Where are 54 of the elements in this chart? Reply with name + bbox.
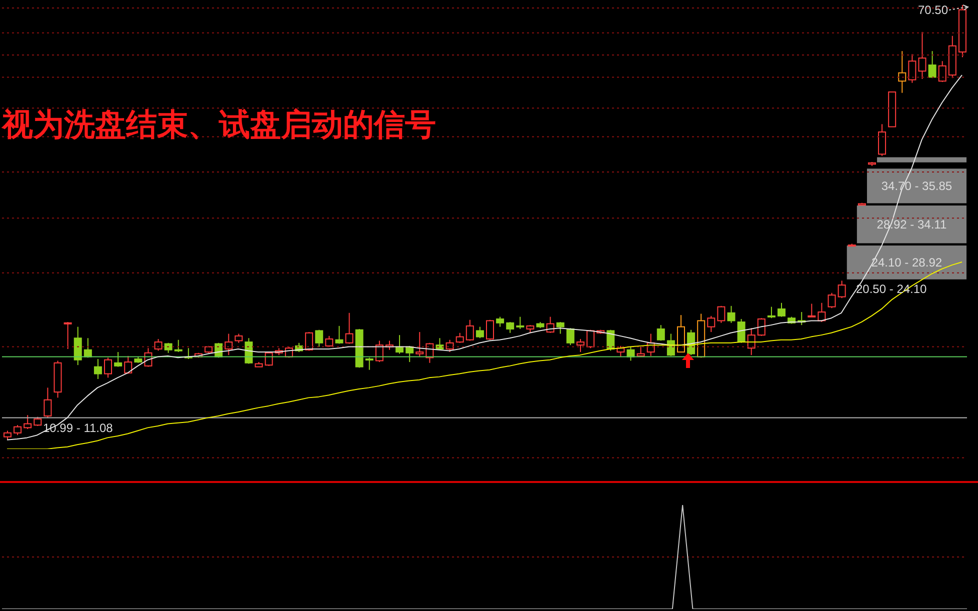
candlestick <box>14 424 22 436</box>
candlestick <box>476 326 484 339</box>
candlestick <box>938 60 946 82</box>
candlestick <box>506 322 514 334</box>
candlestick <box>345 312 354 344</box>
candlestick <box>828 292 836 309</box>
candlestick <box>234 333 243 344</box>
candlestick <box>325 335 334 348</box>
candlestick <box>315 329 324 348</box>
candlestick <box>767 306 776 319</box>
candlestick <box>727 305 736 324</box>
candlestick <box>114 352 122 368</box>
candlestick <box>707 315 716 333</box>
candlestick <box>24 414 32 430</box>
candlestick <box>466 319 474 342</box>
candlestick <box>908 54 916 84</box>
candlestick <box>556 322 564 334</box>
candlestick <box>64 322 72 350</box>
candlestick <box>416 332 424 358</box>
candlestick <box>778 302 786 318</box>
candlestick <box>717 305 726 324</box>
candlestick <box>666 333 675 356</box>
candlestick <box>44 387 52 418</box>
candlestick <box>456 332 464 344</box>
band-label: 24.10 - 28.92 <box>871 256 942 270</box>
annotation: 70.50 <box>918 3 948 17</box>
candlestick <box>576 338 584 353</box>
candlestick <box>34 416 42 426</box>
candlestick <box>124 355 132 374</box>
candlestick <box>446 339 454 353</box>
candlestick <box>737 318 746 344</box>
candlestick <box>757 318 766 336</box>
candlestick <box>94 358 102 380</box>
candlestick <box>154 338 162 352</box>
candlestick <box>264 352 273 366</box>
candlestick <box>486 319 494 340</box>
candlestick <box>516 316 524 330</box>
candlestick <box>808 303 816 318</box>
candlestick <box>747 328 756 356</box>
candlestick <box>898 50 906 94</box>
text: 视为洗盘结束、试盘启动的信号 <box>2 106 436 145</box>
candlestick <box>4 430 12 440</box>
candlestick <box>365 357 374 370</box>
candlestick <box>174 339 182 353</box>
candlestick <box>918 31 926 80</box>
candlestick <box>224 333 233 356</box>
candlestick <box>838 280 846 299</box>
candlestick <box>566 328 574 346</box>
candlestick <box>104 357 112 378</box>
candlestick <box>928 50 936 79</box>
candlestick <box>656 324 665 342</box>
candlestick <box>335 325 344 344</box>
candlestick <box>496 316 504 328</box>
candlestick <box>74 326 82 366</box>
